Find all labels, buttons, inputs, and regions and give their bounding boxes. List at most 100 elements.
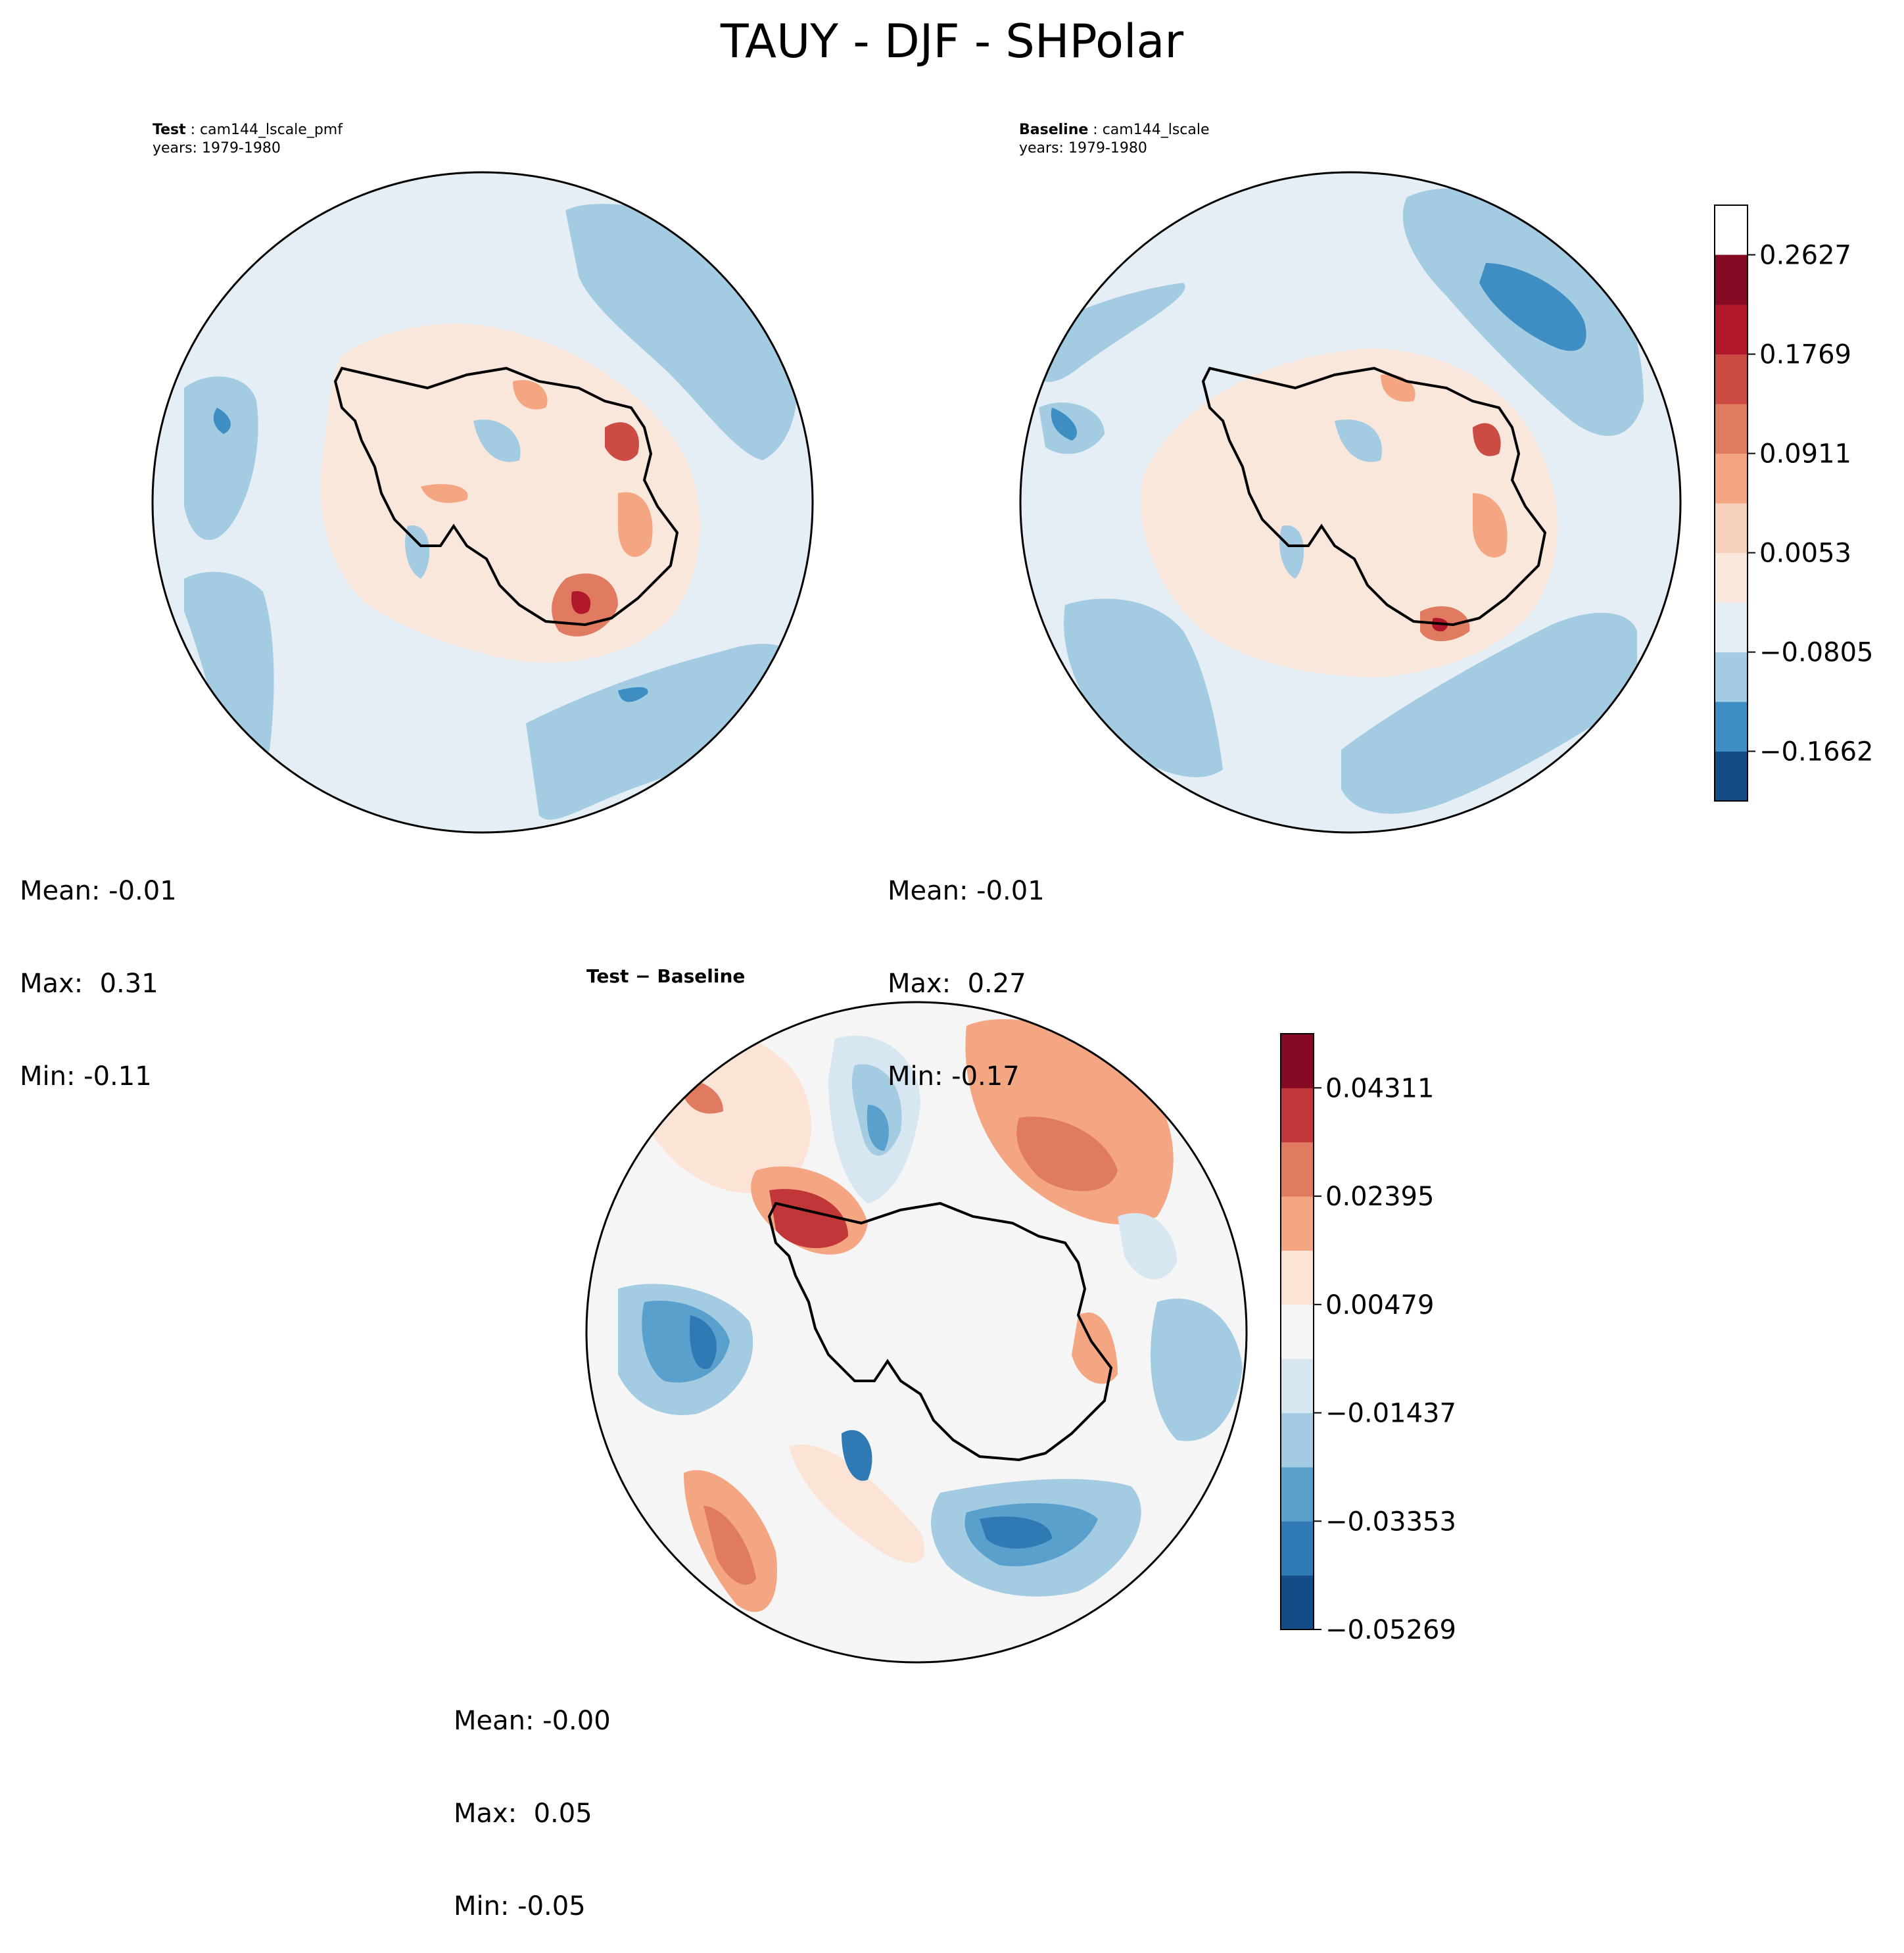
tauy-colorbar-tick-label: 0.2627 <box>1759 241 1851 271</box>
test-field-region <box>526 644 802 820</box>
test-map <box>151 171 814 834</box>
baseline-panel-header: Baseline : cam144_lscale years: 1979-198… <box>1019 122 1210 157</box>
baseline-field-region <box>1335 420 1382 462</box>
tauy-colorbar-tick-label: −0.0805 <box>1759 638 1873 668</box>
tauy-colorbar-segment <box>1715 602 1748 653</box>
test-map-boundary <box>151 171 814 834</box>
diff-colorbar-segment <box>1281 1304 1314 1359</box>
baseline-years: years: 1979-1980 <box>1019 140 1147 157</box>
baseline-field-region <box>1279 525 1304 579</box>
baseline-stats: Mean: -0.01 Max: 0.27 Min: -0.17 <box>888 814 1045 1123</box>
diff-colorbar-segment <box>1281 1196 1314 1251</box>
diff-colorbar-tick-label: −0.03353 <box>1325 1507 1456 1537</box>
tauy-colorbar-segment <box>1715 652 1748 702</box>
diff-colorbar-segment <box>1281 1359 1314 1414</box>
baseline-field-region <box>1026 283 1185 382</box>
baseline-field-region <box>1479 263 1586 351</box>
baseline-min: Min: -0.17 <box>888 1061 1020 1092</box>
diff-colorbar-tick-label: 0.04311 <box>1325 1073 1434 1103</box>
diff-colorbar-segment <box>1281 1466 1314 1522</box>
colorbar-test-baseline: 0.2627 0.1769 0.0911 0.0053 −0.0805 −0.1662 <box>1714 205 1873 802</box>
diff-field-region <box>1118 1213 1177 1280</box>
tauy-colorbar-segment <box>1715 404 1748 454</box>
baseline-max: Max: 0.27 <box>888 969 1026 999</box>
baseline-field-region <box>1473 423 1501 456</box>
test-mean: Mean: -0.01 <box>20 876 177 906</box>
tauy-colorbar-segment <box>1715 453 1748 504</box>
tauy-colorbar-segment <box>1715 751 1748 802</box>
diff-field-region <box>867 1105 889 1151</box>
baseline-mean: Mean: -0.01 <box>888 876 1045 906</box>
diff-colorbar-tick-label: 0.02395 <box>1325 1182 1434 1212</box>
diff-colorbar-frame <box>1280 1033 1314 1630</box>
test-field-region <box>320 324 701 663</box>
diff-field-region <box>980 1516 1052 1549</box>
tauy-colorbar-tick-label: −0.1662 <box>1759 736 1873 767</box>
test-panel-header: Test : cam144_lscale_pmf years: 1979-198… <box>153 122 343 157</box>
figure-canvas: 0.2627 0.1769 0.0911 0.0053 −0.0805 −0.1662 0… <box>151 171 1873 1664</box>
diff-field-region <box>1151 1298 1243 1441</box>
diff-colorbar-segment <box>1281 1034 1314 1088</box>
tauy-colorbar-tick-label: 0.0911 <box>1759 439 1851 470</box>
diff-colorbar-tick-label: −0.01437 <box>1325 1399 1456 1429</box>
diff-colorbar-segment <box>1281 1521 1314 1576</box>
test-years: years: 1979-1980 <box>153 140 281 157</box>
diff-stats: Mean: -0.00 Max: 0.05 Min: -0.05 <box>454 1644 611 1953</box>
tauy-colorbar-segment <box>1715 304 1748 355</box>
baseline-map-boundary <box>1019 171 1682 834</box>
test-field-region <box>213 408 231 434</box>
tauy-colorbar-segment <box>1715 503 1748 554</box>
test-field-region <box>618 687 648 702</box>
baseline-case-name: cam144_lscale <box>1102 122 1210 138</box>
tauy-colorbar-segment <box>1715 552 1748 603</box>
test-field-region <box>184 571 274 760</box>
diff-colorbar-segment <box>1281 1575 1314 1630</box>
diff-colorbar-segment <box>1281 1088 1314 1143</box>
test-case-name: cam144_lscale_pmf <box>200 122 343 138</box>
baseline-field-region <box>1140 349 1558 677</box>
baseline-field-region <box>1473 493 1508 558</box>
diff-field-region <box>1072 1313 1118 1384</box>
tauy-colorbar-frame <box>1714 205 1748 802</box>
tauy-colorbar-segment <box>1715 701 1748 752</box>
diff-field-region <box>1016 1117 1118 1192</box>
diff-field-region <box>769 1189 848 1249</box>
baseline-label: Baseline <box>1019 122 1089 138</box>
test-field-region <box>618 492 653 557</box>
test-field-region <box>405 525 430 579</box>
baseline-field-region <box>1051 408 1078 441</box>
diff-max: Max: 0.05 <box>454 1798 592 1829</box>
diff-colorbar-tick-label: 0.00479 <box>1325 1290 1434 1320</box>
diff-panel-title: Test − Baseline <box>586 965 746 987</box>
tauy-colorbar-tick-label: 0.0053 <box>1759 539 1851 569</box>
tauy-colorbar-segment <box>1715 254 1748 305</box>
baseline-field-region <box>1341 612 1637 814</box>
tauy-colorbar-segment <box>1715 354 1748 404</box>
test-min: Min: -0.11 <box>20 1061 152 1092</box>
test-field-region <box>571 591 591 614</box>
diff-colorbar-segment <box>1281 1412 1314 1468</box>
diff-mean: Mean: -0.00 <box>454 1706 611 1736</box>
test-field-region <box>513 380 548 410</box>
test-stats: Mean: -0.01 Max: 0.31 Min: -0.11 <box>20 814 177 1123</box>
diff-colorbar-tick-label: −0.05269 <box>1325 1615 1456 1645</box>
test-field-region <box>421 484 468 503</box>
diff-colorbar-segment <box>1281 1142 1314 1197</box>
tauy-colorbar-tick-label: 0.1769 <box>1759 340 1851 370</box>
test-field-region <box>184 376 258 541</box>
test-max: Max: 0.31 <box>20 969 158 999</box>
diff-field-region <box>690 1315 717 1369</box>
test-field-region <box>605 422 639 461</box>
baseline-map <box>1019 171 1682 834</box>
diff-map-boundary <box>585 1001 1248 1664</box>
diff-min: Min: -0.05 <box>454 1891 586 1921</box>
test-label: Test <box>153 122 186 138</box>
baseline-field-region <box>1064 598 1223 777</box>
colorbar-diff: 0.04311 0.02395 0.00479 −0.01437 −0.03353 −0.… <box>1280 1033 1456 1645</box>
diff-colorbar-segment <box>1281 1250 1314 1305</box>
test-field-region <box>473 420 521 462</box>
diff-field-region <box>842 1430 872 1481</box>
figure-title: TAUY - DJF - SHPolar <box>720 14 1184 68</box>
diff-field-region <box>789 1444 925 1563</box>
diff-field-region <box>703 1506 756 1585</box>
